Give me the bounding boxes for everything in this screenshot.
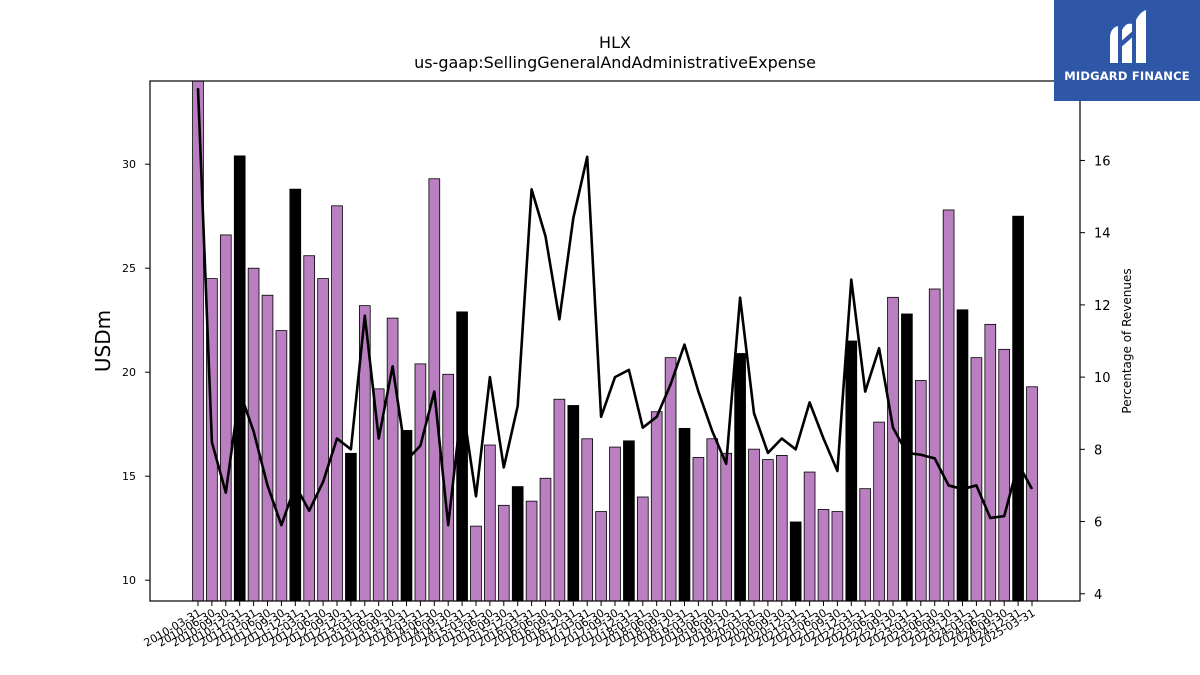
bar-2020-09-30 (775, 454, 788, 602)
bar-2010-09-30 (219, 234, 232, 602)
bar-2022-03-31 (859, 488, 872, 602)
y-tick-label: 30 (122, 158, 136, 171)
bar-2021-06-30 (817, 509, 830, 602)
bar-2024-03-31 (970, 357, 983, 602)
bar-2022-09-30 (887, 296, 899, 602)
bar-2017-06-30 (595, 511, 607, 602)
bar-2011-06-30 (261, 294, 274, 602)
percentage-line (196, 88, 1034, 527)
bar-2012-09-30 (331, 205, 343, 602)
y-tick-label: 25 (122, 262, 136, 275)
bar-2024-09-30 (998, 348, 1011, 602)
y2-tick-label: 8 (1094, 443, 1102, 458)
y-axis-label: USDm (91, 310, 115, 372)
bar-2024-06-30 (984, 323, 997, 602)
y2-tick-label: 14 (1094, 227, 1111, 242)
bar-2015-06-30 (484, 444, 496, 602)
bar-2021-12-31 (845, 340, 858, 602)
bars-group (192, 80, 1038, 602)
y-tick-label: 20 (122, 366, 136, 379)
bar-2020-03-31 (748, 448, 760, 602)
bar-2021-09-30 (831, 511, 844, 602)
right-axis: 4 6 8 10 12 14 16 (1080, 154, 1111, 603)
bar-2025-03-31 (1026, 386, 1038, 602)
bar-2023-03-31 (914, 380, 927, 602)
bar-2015-09-30 (497, 504, 510, 602)
bar-2023-06-30 (928, 288, 941, 602)
bar-2020-06-30 (762, 459, 774, 602)
bar-2016-09-30 (553, 398, 566, 602)
bar-2012-06-30 (317, 278, 329, 602)
bar-2011-12-31 (289, 188, 302, 602)
bar-2019-09-30 (720, 452, 733, 602)
bar-2012-03-31 (303, 255, 316, 602)
y-tick-label: 15 (122, 470, 136, 483)
bar-2018-03-31 (636, 496, 649, 602)
y2-tick-label: 10 (1094, 371, 1111, 386)
bar-2011-09-30 (275, 330, 288, 602)
bar-2020-12-31 (789, 521, 802, 602)
bar-2022-06-30 (873, 421, 885, 602)
chart-subtitle: us-gaap:SellingGeneralAndAdministrativeE… (414, 53, 816, 72)
logo-mark-icon (1110, 10, 1146, 64)
y2-tick-label: 6 (1094, 516, 1102, 531)
bar-2019-12-31 (734, 353, 746, 602)
bar-2014-12-31 (456, 311, 468, 602)
y2-axis-label: Percentage of Revenues (1120, 268, 1134, 413)
bar-2010-12-31 (233, 155, 246, 602)
bar-2017-03-31 (581, 438, 594, 602)
bar-2016-06-30 (539, 477, 552, 602)
bar-2017-09-30 (609, 446, 621, 602)
bar-2023-09-30 (942, 209, 955, 602)
bar-2015-03-31 (470, 525, 482, 602)
bar-2015-12-31 (511, 486, 524, 602)
bar-2014-06-30 (428, 178, 441, 602)
bar-2013-09-30 (386, 317, 399, 602)
bar-2019-03-31 (692, 457, 705, 602)
x-axis: 2010-03-312010-06-302010-09-302010-12-31… (142, 601, 1038, 650)
y2-tick-label: 12 (1094, 299, 1111, 314)
logo-text: MIDGARD FINANCE (1064, 69, 1190, 83)
chart-title: HLX (599, 33, 631, 52)
bar-2024-12-31 (1012, 215, 1024, 602)
bar-2017-12-31 (623, 440, 635, 602)
brand-logo: MIDGARD FINANCE (1054, 0, 1200, 101)
bar-2019-06-30 (706, 438, 719, 602)
bar-2018-12-31 (678, 427, 691, 602)
y-tick-label: 10 (122, 574, 136, 587)
bar-2014-03-31 (414, 363, 427, 602)
bar-2018-06-30 (650, 411, 663, 602)
bar-2021-03-31 (803, 471, 816, 602)
left-axis: 10 15 20 25 30 (122, 158, 150, 587)
y2-tick-label: 4 (1094, 588, 1102, 603)
bar-2016-12-31 (567, 405, 580, 602)
y2-tick-label: 16 (1094, 154, 1111, 169)
bar-2023-12-31 (956, 309, 969, 602)
bar-2016-03-31 (525, 500, 538, 602)
bar-2012-12-31 (345, 452, 357, 602)
bar-2022-12-31 (901, 313, 913, 602)
